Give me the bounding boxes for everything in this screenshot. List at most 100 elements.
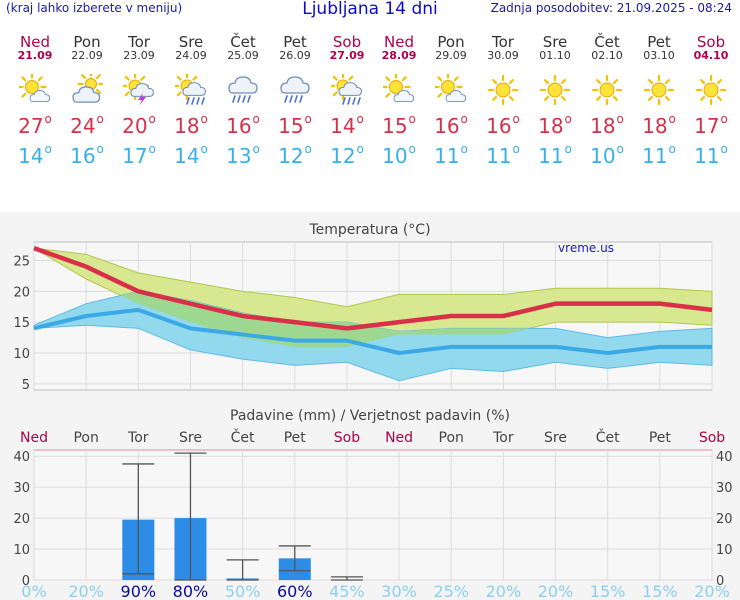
max-temperature: 16o <box>434 112 468 138</box>
precipitation-probability: 60% <box>277 582 313 600</box>
day-label: Pon <box>439 430 464 446</box>
max-temperature: 16o <box>226 112 260 138</box>
day-date: 25.09 <box>227 49 259 62</box>
temperature-chart-title: Temperatura (°C) <box>308 222 430 238</box>
day-column: Čet 25.09 16o 13o <box>218 34 268 168</box>
y-tick-label-right: 0 <box>716 574 724 589</box>
precipitation-probability: 20% <box>694 582 730 600</box>
day-column: Pet 03.10 18o 11o <box>634 34 684 168</box>
temperature-chart: 25 20 15 10 5 Temperatura (°C) vreme.us <box>13 222 713 393</box>
y-tick-label: 15 <box>13 316 30 331</box>
day-name: Pet <box>283 33 307 51</box>
min-temperature: 10o <box>382 142 416 168</box>
precipitation-probability: 80% <box>173 582 209 600</box>
precipitation-chart: 40 40 30 30 20 20 10 10 0 0 Padavine (mm) / Verjet… <box>13 408 732 600</box>
precipitation-probability: 20% <box>68 582 104 600</box>
day-name: Pon <box>73 33 101 51</box>
day-column: Tor 23.09 20o 17o <box>114 33 164 168</box>
max-temperature: 16o <box>486 112 520 138</box>
location-hint[interactable]: (kraj lahko izberete v meniju) <box>6 1 183 15</box>
day-name: Čet <box>594 33 620 51</box>
day-column: Pet 26.09 15o 12o <box>270 33 320 168</box>
day-date: 02.10 <box>591 49 623 62</box>
min-temperature: 13o <box>226 142 260 168</box>
day-date: 21.09 <box>17 49 53 62</box>
min-temperature: 11o <box>434 142 468 168</box>
max-temperature: 24o <box>70 112 104 138</box>
day-column: Sre 01.10 18o 11o <box>530 33 580 168</box>
day-label: Pon <box>73 430 98 446</box>
precipitation-probability: 45% <box>329 582 365 600</box>
day-label: Ned <box>20 430 48 446</box>
precipitation-probability: 25% <box>433 582 469 600</box>
max-temperature-line <box>33 246 713 331</box>
min-temperature: 12o <box>330 142 364 168</box>
day-name: Tor <box>128 33 150 51</box>
sun-icon <box>695 74 727 106</box>
day-name: Sre <box>542 33 568 51</box>
page-title: Ljubljana 14 dni <box>302 0 438 19</box>
day-name: Tor <box>492 33 514 51</box>
sun-icon <box>539 74 571 106</box>
min-temperature: 14o <box>174 142 208 168</box>
min-temperature: 11o <box>486 142 520 168</box>
precipitation-probability: 20% <box>486 582 522 600</box>
day-column: Sre 24.09 18o 14o <box>166 33 216 168</box>
day-date: 22.09 <box>71 49 103 62</box>
day-date: 04.10 <box>693 49 729 62</box>
min-temperature: 14o <box>18 142 52 168</box>
y-tick-label-right: 10 <box>716 543 733 558</box>
y-tick-label-left: 10 <box>13 543 30 558</box>
sun-icon <box>487 74 519 106</box>
max-temperature: 20o <box>122 112 156 138</box>
day-name: Sob <box>332 33 362 51</box>
sun-cloud-icon <box>433 72 467 106</box>
day-label: Tor <box>492 430 514 446</box>
sun-rain-icon <box>328 71 363 106</box>
y-tick-label-right: 40 <box>716 450 733 465</box>
max-temperature: 15o <box>278 112 312 138</box>
day-name: Pon <box>437 33 465 51</box>
min-temperature: 16o <box>70 142 104 168</box>
precipitation-probability: 50% <box>225 582 261 600</box>
rain-cloud-icon <box>279 74 311 106</box>
precipitation-probability: 90% <box>121 582 157 600</box>
max-temperature: 18o <box>538 112 572 138</box>
y-tick-label: 5 <box>22 378 30 393</box>
cloud-sun-icon <box>71 70 105 106</box>
day-date: 24.09 <box>175 49 207 62</box>
day-column: Ned 28.09 15o 10o <box>374 34 424 168</box>
y-tick-label: 20 <box>13 285 30 300</box>
day-label: Čet <box>231 428 255 446</box>
day-date: 29.09 <box>435 49 467 62</box>
rain-cloud-icon <box>227 74 259 106</box>
day-column: Pon 29.09 16o 11o <box>426 33 476 168</box>
day-column: Sob 04.10 17o 11o <box>686 34 736 168</box>
day-name: Sre <box>178 33 204 51</box>
precipitation-probability: 15% <box>642 582 678 600</box>
precipitation-probability: 20% <box>538 582 574 600</box>
day-column: Tor 30.09 16o 11o <box>478 33 528 168</box>
min-temperature: 17o <box>122 142 156 168</box>
min-temperature-line <box>33 307 712 355</box>
max-temperature: 18o <box>642 112 676 138</box>
max-temperature: 27o <box>18 112 52 138</box>
day-label: Ned <box>385 430 413 446</box>
sun-rain-icon <box>172 71 207 106</box>
day-label: Pet <box>649 430 672 446</box>
y-tick-label-left: 40 <box>13 450 30 465</box>
range-overlap-band <box>34 291 712 347</box>
day-label: Sob <box>699 430 725 446</box>
y-tick-label-left: 30 <box>13 481 30 496</box>
min-temperature: 11o <box>642 142 676 168</box>
watermark: vreme.us <box>558 241 614 255</box>
day-label: Sre <box>544 430 567 446</box>
day-date: 28.09 <box>381 49 417 62</box>
y-tick-label-left: 0 <box>22 574 30 589</box>
day-name: Ned <box>20 33 50 51</box>
max-temperature: 14o <box>330 112 364 138</box>
sun-icon <box>643 74 675 106</box>
day-date: 30.09 <box>487 49 519 62</box>
day-column: Ned 21.09 27o 14o <box>10 33 60 168</box>
y-tick-label: 10 <box>13 347 30 362</box>
